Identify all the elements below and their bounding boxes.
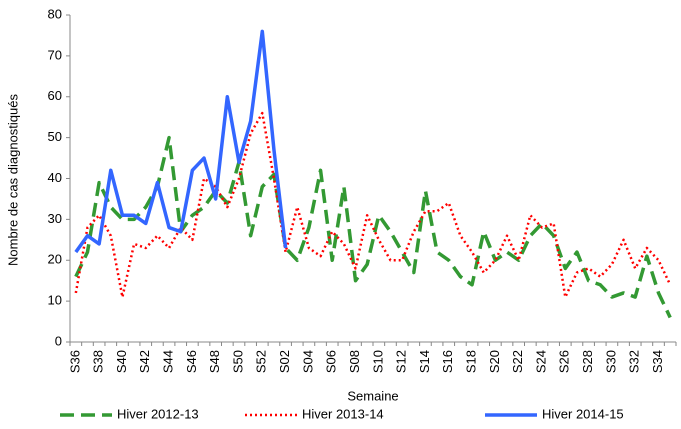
y-axis-title: Nombre de cas diagnostiqués [5,94,20,266]
y-tick-label: 10 [48,293,62,308]
x-tick-label: S40 [114,350,129,373]
x-axis-title: Semaine [347,388,398,403]
x-tick-label: S10 [370,350,385,373]
x-tick-label: S12 [394,350,409,373]
x-tick-label: S42 [137,350,152,373]
y-tick-label: 60 [48,88,62,103]
x-tick-label: S06 [324,350,339,373]
x-tick-label: S04 [300,350,315,373]
series-line [74,111,672,299]
y-tick-label: 30 [48,211,62,226]
y-tick-label: 80 [48,6,62,21]
y-tick-label: 50 [48,129,62,144]
x-tick-label: S30 [603,350,618,373]
series-line [74,135,672,319]
x-tick-label: S48 [207,350,222,373]
legend-label: Hiver 2013-14 [302,406,384,421]
x-tick-label: S16 [440,350,455,373]
x-tick-label: S50 [230,350,245,373]
x-tick-label: S20 [487,350,502,373]
y-tick-label: 20 [48,252,62,267]
x-tick-label: S46 [184,350,199,373]
x-tick-label: S22 [510,350,525,373]
x-tick-label: S08 [347,350,362,373]
legend-label: Hiver 2012-13 [117,406,199,421]
x-tick-label: S14 [417,350,432,373]
x-tick-label: S36 [67,350,82,373]
x-tick-label: S44 [160,350,175,373]
series-line [74,29,288,254]
y-tick-label: 70 [48,47,62,62]
y-tick-label: 0 [55,333,62,348]
x-tick-label: S18 [463,350,478,373]
legend-label: Hiver 2014-15 [542,406,624,421]
x-tick-label: S34 [650,350,665,373]
x-tick-label: S28 [580,350,595,373]
x-tick-label: S26 [557,350,572,373]
y-tick-label: 40 [48,170,62,185]
x-tick-label: S52 [254,350,269,373]
x-tick-label: S24 [533,350,548,373]
x-tick-label: S32 [627,350,642,373]
x-tick-label: S38 [91,350,106,373]
x-tick-label: S02 [277,350,292,373]
